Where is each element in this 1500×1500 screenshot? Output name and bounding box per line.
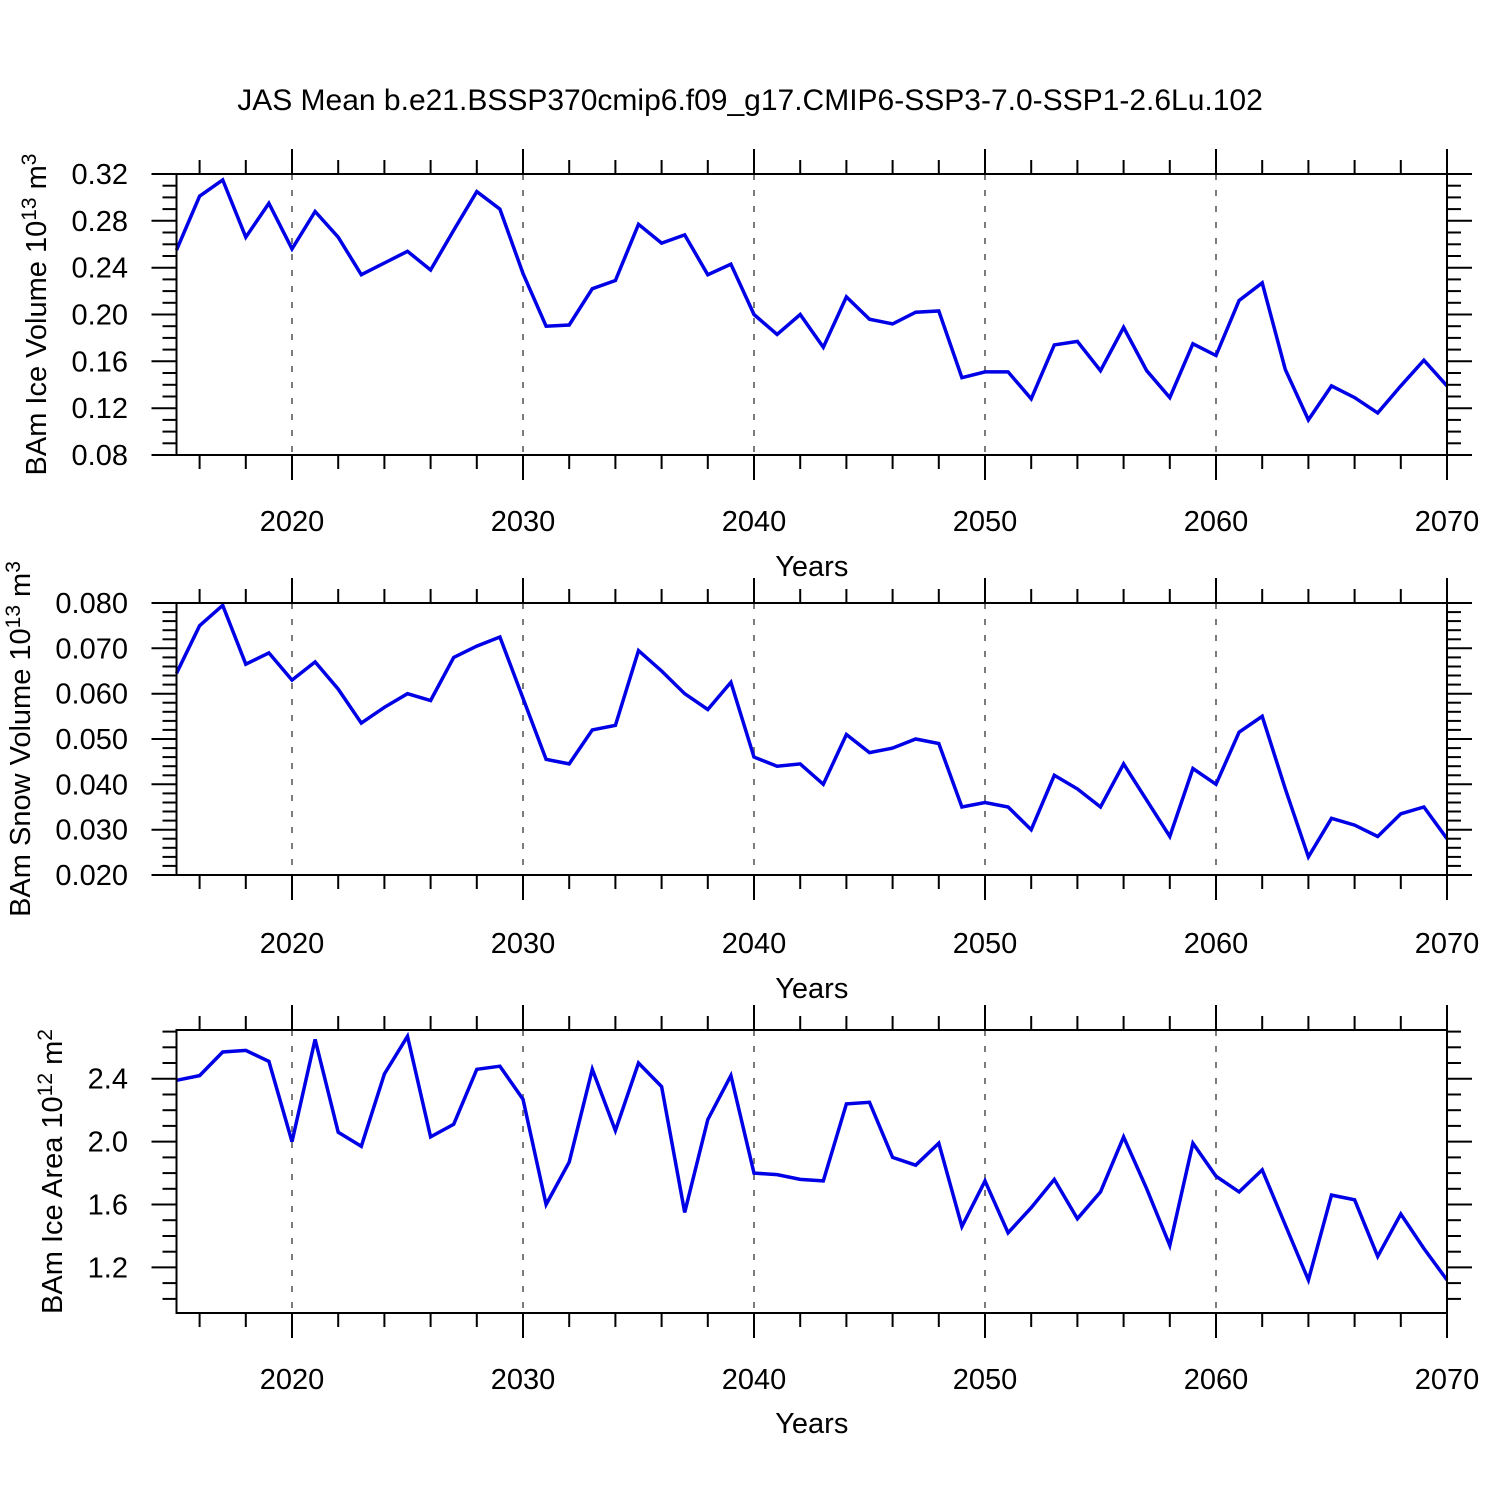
svg-text:2050: 2050 (953, 506, 1018, 538)
svg-text:0.12: 0.12 (72, 393, 128, 425)
svg-text:2040: 2040 (722, 1364, 787, 1396)
svg-text:0.030: 0.030 (55, 815, 128, 847)
svg-text:2030: 2030 (491, 1364, 556, 1396)
svg-text:0.040: 0.040 (55, 769, 128, 801)
svg-text:1.6: 1.6 (88, 1190, 128, 1222)
svg-text:2020: 2020 (260, 506, 325, 538)
svg-text:2060: 2060 (1184, 506, 1249, 538)
svg-text:2040: 2040 (722, 506, 787, 538)
svg-text:2.0: 2.0 (88, 1127, 128, 1159)
svg-text:2030: 2030 (491, 506, 556, 538)
svg-text:2060: 2060 (1184, 928, 1249, 960)
svg-text:1.2: 1.2 (88, 1252, 128, 1284)
svg-text:2.4: 2.4 (88, 1064, 128, 1096)
svg-text:Years: Years (775, 1408, 848, 1440)
svg-text:2020: 2020 (260, 1364, 325, 1396)
svg-text:0.32: 0.32 (72, 159, 128, 191)
svg-text:BAm Ice Volume 1013 m3: BAm Ice Volume 1013 m3 (18, 154, 53, 476)
svg-text:0.28: 0.28 (72, 206, 128, 238)
svg-text:0.08: 0.08 (72, 440, 128, 472)
svg-text:0.050: 0.050 (55, 724, 128, 756)
svg-text:BAm Snow Volume 1013 m3: BAm Snow Volume 1013 m3 (2, 561, 37, 917)
svg-text:2050: 2050 (953, 928, 1018, 960)
svg-text:0.16: 0.16 (72, 346, 128, 378)
svg-text:2050: 2050 (953, 1364, 1018, 1396)
svg-text:0.060: 0.060 (55, 679, 128, 711)
svg-text:0.080: 0.080 (55, 588, 128, 620)
svg-text:2020: 2020 (260, 928, 325, 960)
panel-snow-volume: 0.080 0.070 0.060 0.050 0.040 0.030 0.020 2020 2… (2, 561, 1479, 1005)
svg-text:0.020: 0.020 (55, 860, 128, 892)
svg-text:Years: Years (775, 551, 848, 583)
svg-text:0.070: 0.070 (55, 633, 128, 665)
svg-text:2030: 2030 (491, 928, 556, 960)
panel-ice-volume: 0.32 0.28 0.24 0.20 0.16 0.12 0.08 2020 2030 2040… (18, 149, 1479, 583)
svg-text:0.20: 0.20 (72, 300, 128, 332)
svg-text:0.24: 0.24 (72, 253, 128, 285)
svg-text:2040: 2040 (722, 928, 787, 960)
svg-text:BAm Ice Area 1012 m2: BAm Ice Area 1012 m2 (34, 1029, 69, 1314)
svg-text:2070: 2070 (1415, 928, 1480, 960)
svg-text:Years: Years (775, 973, 848, 1005)
panel-ice-area: 2.4 2.0 1.6 1.2 2020 2030 2040 2050 2060 2070 Year… (34, 1005, 1479, 1440)
svg-text:2060: 2060 (1184, 1364, 1249, 1396)
svg-text:2070: 2070 (1415, 1364, 1480, 1396)
chart-title: JAS Mean b.e21.BSSP370cmip6.f09_g17.CMIP… (237, 84, 1263, 117)
svg-text:2070: 2070 (1415, 506, 1480, 538)
